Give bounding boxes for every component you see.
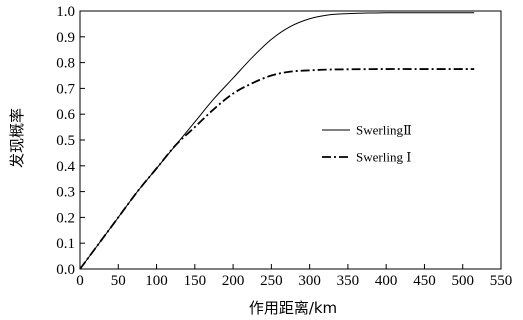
x-tick-label: 200: [222, 273, 245, 289]
x-tick-label: 50: [111, 273, 126, 289]
y-tick-label: 1.0: [56, 4, 75, 20]
x-tick-label: 150: [184, 273, 207, 289]
x-tick-label: 550: [490, 273, 513, 289]
legend: SwerlingⅡ Swerling Ⅰ: [322, 123, 412, 165]
plot-frame: [79, 10, 502, 270]
x-tick-label: 0: [76, 273, 84, 289]
legend-label-1: SwerlingⅡ: [356, 123, 412, 138]
x-tick-label: 350: [337, 273, 360, 289]
y-tick-label: 0.6: [56, 107, 75, 123]
y-tick-label: 0.5: [56, 133, 75, 149]
y-tick-label: 0.0: [56, 262, 75, 278]
y-tick-label: 0.3: [56, 185, 75, 201]
x-axis: 0 50 100 150 200 250 300 350 400 450 500 550: [76, 264, 512, 289]
x-tick-label: 100: [145, 273, 168, 289]
y-tick-label: 0.7: [56, 81, 75, 97]
y-tick-label: 0.4: [56, 159, 75, 175]
x-tick-label: 300: [298, 273, 321, 289]
x-tick-label: 500: [451, 273, 474, 289]
legend-label-2: Swerling Ⅰ: [356, 150, 411, 165]
series-layer: [79, 12, 475, 270]
y-tick-label: 0.8: [56, 56, 75, 72]
x-axis-title: 作用距离/km: [249, 299, 337, 317]
x-tick-label: 250: [260, 273, 283, 289]
plot-border: [79, 10, 502, 270]
y-tick-label: 0.1: [56, 236, 75, 252]
x-tick-label: 400: [375, 273, 398, 289]
y-tick-label: 0.9: [56, 30, 75, 46]
series-line-2: [79, 68, 475, 270]
y-axis: 0.0 0.1 0.2 0.3 0.4 0.5 0.6 0.7 0.8 0.9 1.0: [56, 4, 85, 278]
y-axis-title: 发现概率: [8, 108, 26, 168]
y-tick-label: 0.2: [56, 210, 75, 226]
x-tick-label: 450: [413, 273, 436, 289]
series-line-1: [79, 12, 475, 270]
